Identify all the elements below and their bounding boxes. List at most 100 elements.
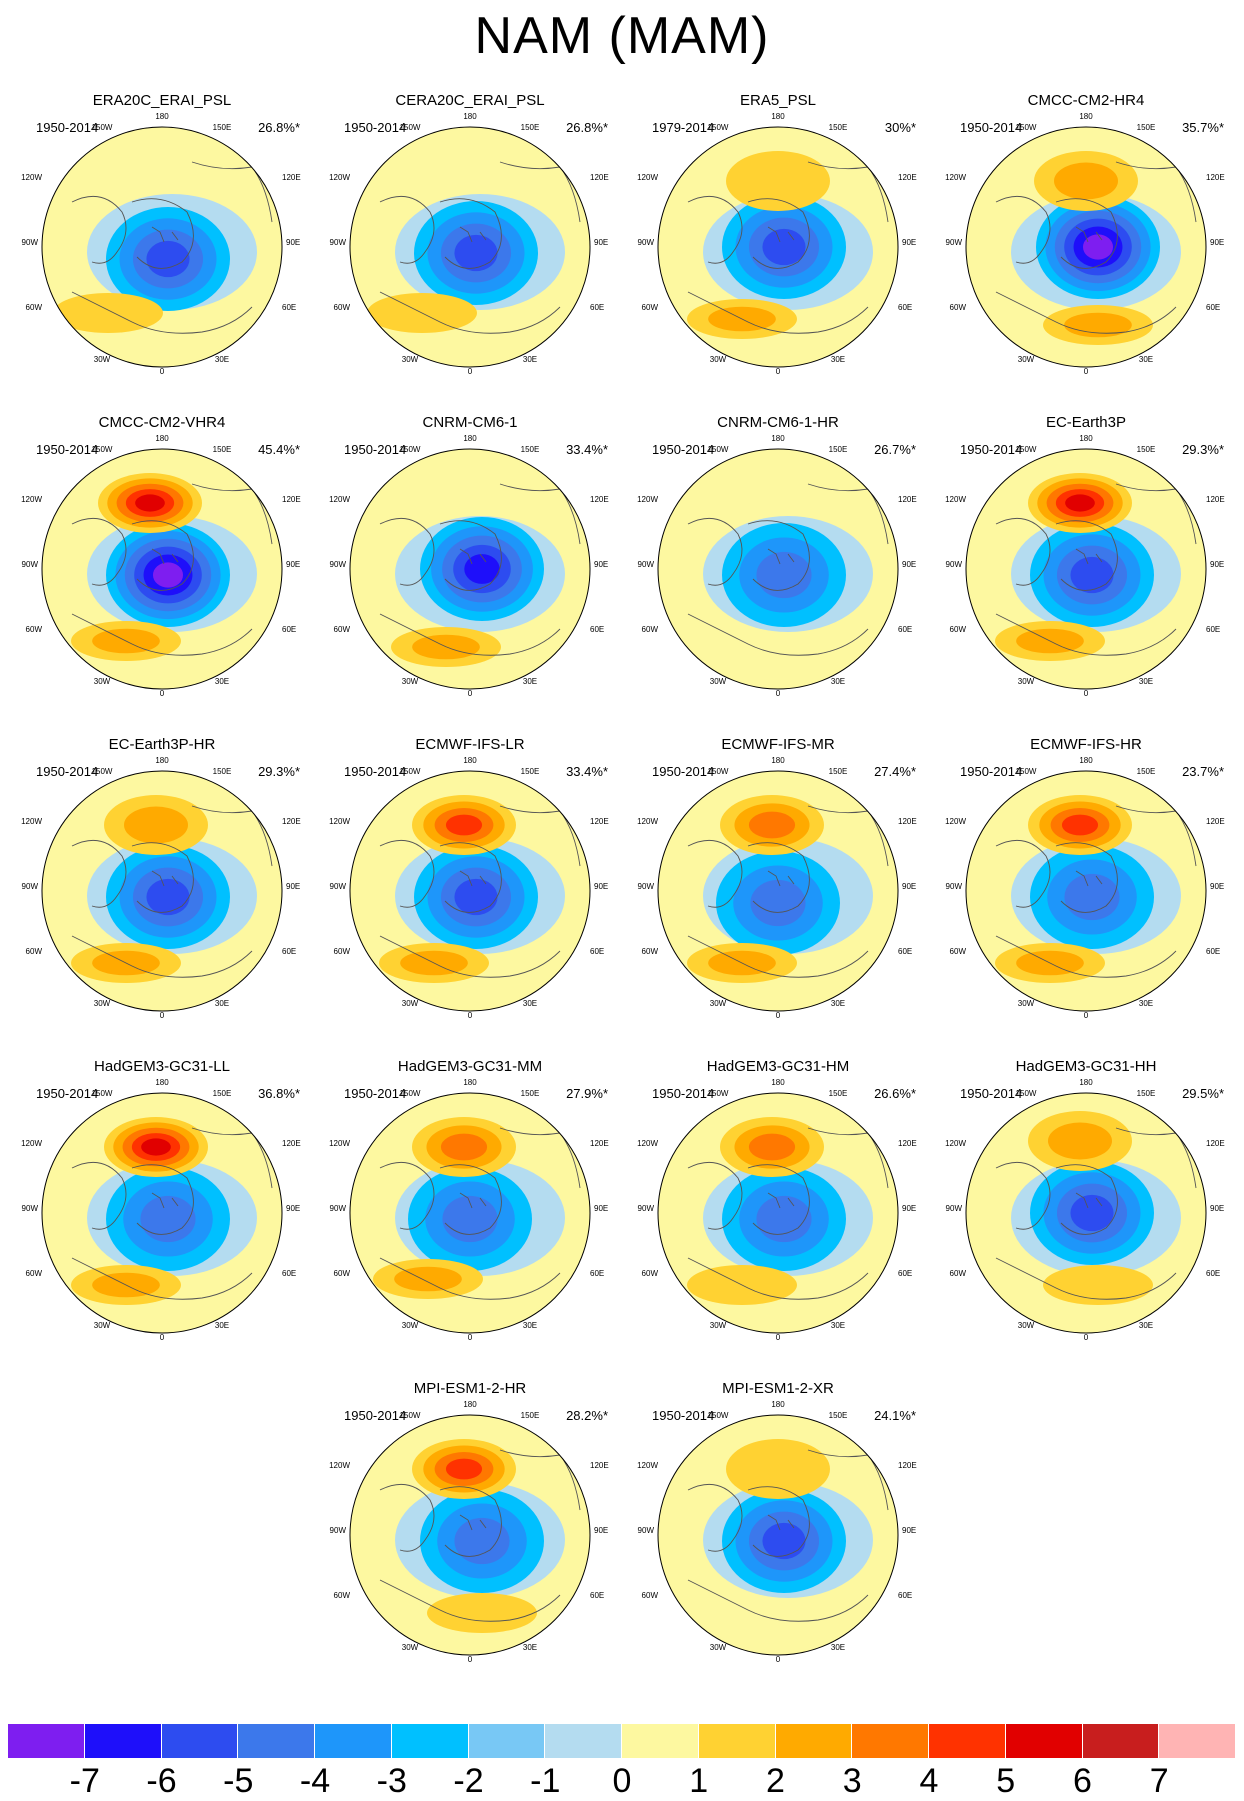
longitude-label: 60W	[642, 1591, 659, 1600]
longitude-label: 60W	[26, 1269, 43, 1278]
panel-period: 1950-2014	[344, 1408, 407, 1423]
map-frame	[349, 448, 591, 690]
map-panel: 180 0 150W 150E 120W 120E 90W 90E 60W 60E 30W 30E CN…	[628, 414, 928, 714]
longitude-label: 60E	[282, 303, 296, 312]
coastline	[439, 198, 502, 269]
explained-variance: 45.4%*	[258, 442, 300, 457]
pacific-high-contour	[748, 1133, 796, 1161]
polar-map: 180 0 150W 150E 120W 120E 90W 90E 60W 60E 30W 30E	[945, 112, 1225, 376]
longitude-label: 30W	[710, 677, 727, 686]
longitude-label: 150W	[1016, 767, 1037, 776]
longitude-label: 120E	[1206, 495, 1225, 504]
explained-variance: 26.8%*	[258, 120, 300, 135]
map-panel: 180 0 150W 150E 120W 120E 90W 90E 60W 60E 30W 30E Ha…	[936, 1058, 1236, 1358]
colorbar-swatch	[1005, 1724, 1083, 1758]
longitude-label: 90E	[594, 238, 608, 247]
explained-variance: 26.7%*	[874, 442, 916, 457]
explained-variance: 24.1%*	[874, 1408, 916, 1423]
longitude-label: 150E	[1137, 1089, 1156, 1098]
coastline	[747, 1164, 810, 1235]
longitude-label: 90W	[638, 560, 655, 569]
low-center-contour	[152, 562, 184, 588]
longitude-label: 60W	[950, 303, 967, 312]
longitude-label: 90E	[1210, 1204, 1224, 1213]
coastline	[687, 935, 869, 978]
panel-period: 1950-2014	[652, 442, 715, 457]
longitude-label: 0	[1084, 1333, 1089, 1342]
polar-map: 180 0 150W 150E 120W 120E 90W 90E 60W 60E 30W 30E	[329, 756, 609, 1020]
coastline	[379, 517, 435, 586]
map-frame	[965, 448, 1207, 690]
explained-variance: 29.3%*	[1182, 442, 1224, 457]
longitude-label: 90W	[330, 882, 347, 891]
coastline	[71, 1257, 253, 1300]
longitude-label: 90W	[946, 560, 963, 569]
longitude-label: 30E	[523, 999, 537, 1008]
explained-variance: 30%*	[884, 120, 916, 135]
longitude-label: 30E	[1139, 677, 1153, 686]
longitude-label: 90W	[638, 1204, 655, 1213]
longitude-label: 30E	[523, 677, 537, 686]
explained-variance: 29.3%*	[258, 764, 300, 779]
colorbar	[8, 1724, 1236, 1758]
longitude-label: 120W	[637, 1139, 658, 1148]
colorbar-swatch	[391, 1724, 469, 1758]
panel-title: CERA20C_ERAI_PSL	[395, 92, 545, 109]
explained-variance: 28.2%*	[566, 1408, 608, 1423]
longitude-label: 150E	[1137, 123, 1156, 132]
longitude-label: 180	[1079, 112, 1093, 121]
colorbar-swatch	[545, 1724, 622, 1758]
colorbar-label: 3	[842, 1762, 862, 1800]
longitude-label: 60W	[950, 1269, 967, 1278]
longitude-label: 60W	[26, 625, 43, 634]
coastline	[379, 1161, 435, 1230]
longitude-label: 120E	[1206, 1139, 1225, 1148]
coastline	[995, 613, 1177, 656]
pacific-high-contour	[1048, 1122, 1112, 1160]
longitude-label: 180	[771, 1400, 785, 1409]
colorbar-label: 6	[1073, 1762, 1092, 1800]
map-frame	[41, 448, 283, 690]
longitude-label: 0	[160, 367, 165, 376]
longitude-label: 180	[463, 1078, 477, 1087]
panel-title: HadGEM3-GC31-HM	[706, 1058, 850, 1075]
pacific-high-contour	[440, 1133, 488, 1161]
low-center-contour	[442, 1195, 498, 1243]
longitude-label: 30E	[831, 1321, 845, 1330]
coastline	[71, 291, 253, 334]
panel-title: EC-Earth3P	[1045, 414, 1127, 431]
colorbar-label: -1	[530, 1762, 561, 1800]
longitude-label: 120W	[637, 817, 658, 826]
coastline	[687, 1161, 743, 1230]
map-panel: 180 0 150W 150E 120W 120E 90W 90E 60W 60E 30W 30E Ha…	[628, 1058, 928, 1358]
longitude-label: 150W	[400, 767, 421, 776]
colorbar-swatch	[929, 1724, 1006, 1758]
polar-map: 180 0 150W 150E 120W 120E 90W 90E 60W 60E 30W 30E	[637, 1400, 917, 1664]
longitude-label: 150W	[708, 1089, 729, 1098]
longitude-label: 150W	[708, 123, 729, 132]
colorbar-label: -3	[376, 1762, 407, 1800]
colorbar-swatch	[238, 1724, 315, 1758]
panel-title: ECMWF-IFS-LR	[415, 736, 525, 753]
colorbar-label: -5	[223, 1762, 254, 1800]
polar-map: 180 0 150W 150E 120W 120E 90W 90E 60W 60E 30W 30E	[637, 1078, 917, 1342]
longitude-label: 60W	[26, 303, 43, 312]
longitude-label: 180	[771, 112, 785, 121]
coastline	[747, 198, 810, 269]
map-frame	[657, 1414, 899, 1656]
longitude-label: 150E	[213, 445, 232, 454]
panel-period: 1950-2014	[36, 442, 99, 457]
coastline	[1055, 520, 1118, 591]
longitude-label: 150W	[92, 1089, 113, 1098]
pacific-high-contour	[726, 1439, 830, 1499]
longitude-label: 120W	[329, 173, 350, 182]
longitude-label: 30W	[710, 355, 727, 364]
longitude-label: 120E	[898, 1139, 917, 1148]
longitude-label: 150E	[213, 123, 232, 132]
polar-map: 180 0 150W 150E 120W 120E 90W 90E 60W 60E 30W 30E	[21, 434, 301, 698]
longitude-label: 150W	[400, 1411, 421, 1420]
panel-title: CMCC-CM2-HR4	[1027, 92, 1145, 109]
longitude-label: 30W	[402, 355, 419, 364]
coastline	[131, 520, 194, 591]
coastline	[459, 1514, 487, 1531]
